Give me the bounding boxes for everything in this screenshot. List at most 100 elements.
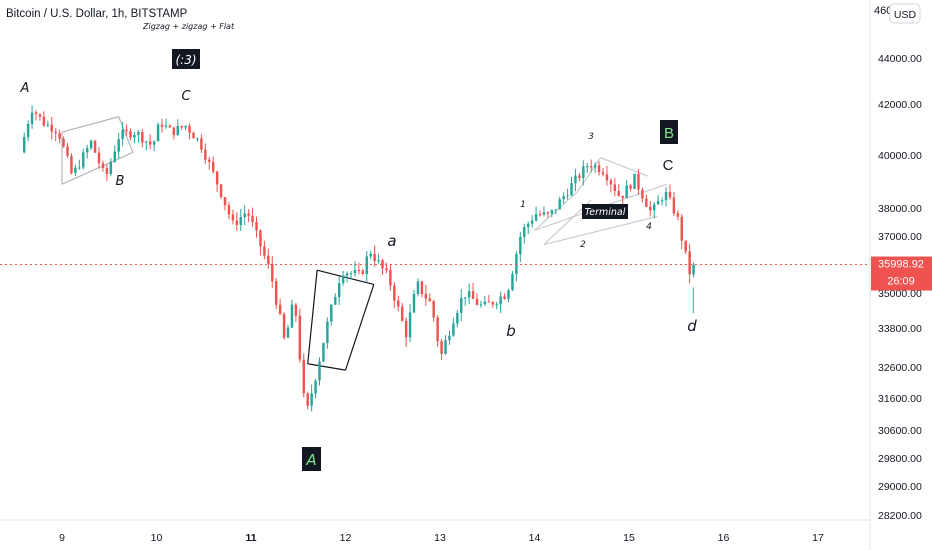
- candle-body: [656, 201, 660, 205]
- candle-body: [133, 134, 136, 138]
- candle-body: [251, 215, 254, 223]
- candle-body: [519, 236, 522, 255]
- candle-body: [503, 296, 506, 300]
- candle-body: [82, 152, 85, 168]
- candle-body: [204, 149, 207, 160]
- candle-body: [554, 209, 557, 211]
- candle-body: [361, 270, 365, 274]
- candle-body: [652, 204, 656, 211]
- x-tick-label: 9: [59, 532, 65, 544]
- candle-body: [101, 163, 105, 169]
- candle-body: [271, 264, 274, 282]
- pattern-line: [317, 269, 374, 286]
- pattern-drawings: [61, 116, 667, 371]
- pattern-line: [576, 157, 602, 193]
- candle-body: [117, 139, 120, 152]
- candle-body: [54, 131, 57, 134]
- candle-body: [129, 131, 132, 138]
- candle-body: [507, 290, 510, 300]
- candle-body: [660, 200, 664, 202]
- label-4: 4: [646, 222, 652, 232]
- candle-body: [223, 197, 227, 206]
- y-tick-label: 35000.00: [878, 288, 922, 300]
- price-tag: 35998.92 26:09: [871, 256, 932, 291]
- candle-body: [408, 312, 412, 338]
- label-top: (:3): [175, 53, 196, 67]
- y-tick-label: 32600.00: [878, 362, 922, 374]
- currency-button[interactable]: USD: [889, 3, 921, 24]
- candle-body: [219, 184, 223, 198]
- candle-body: [231, 214, 235, 221]
- candle-body: [93, 140, 97, 153]
- candle-body: [613, 184, 617, 191]
- candle-body: [467, 291, 471, 298]
- candle-body: [629, 185, 632, 189]
- x-tick-label: 15: [623, 532, 635, 544]
- candle-body: [247, 213, 250, 216]
- candle-body: [664, 191, 668, 201]
- candle-body: [601, 172, 605, 175]
- terminal-box: [582, 204, 628, 219]
- candle-body: [74, 167, 77, 174]
- candle-body: [334, 297, 337, 305]
- candle-body: [26, 123, 30, 138]
- candle-body: [235, 220, 239, 225]
- candle-body: [330, 304, 333, 322]
- candle-body: [546, 212, 550, 214]
- candle-body: [385, 268, 388, 271]
- candle-body: [267, 255, 270, 265]
- candles: [22, 105, 695, 412]
- candle-body: [578, 175, 581, 179]
- candle-body: [66, 146, 69, 156]
- candle-body: [109, 161, 113, 174]
- candle-body: [495, 304, 498, 306]
- candle-body: [471, 291, 475, 299]
- y-tick-label: 42000.00: [878, 99, 922, 111]
- label-A-upper: A: [20, 81, 30, 96]
- candle-body: [180, 126, 183, 128]
- candle-body: [357, 270, 361, 272]
- candle-body: [50, 124, 53, 132]
- candle-body: [672, 197, 676, 214]
- candle-body: [491, 302, 494, 305]
- candle-body: [550, 210, 554, 214]
- price-tag-countdown: 26:09: [887, 276, 915, 288]
- candle-body: [456, 312, 459, 324]
- candle-body: [243, 213, 246, 218]
- candle-body: [680, 216, 683, 241]
- candle-body: [196, 138, 199, 140]
- candle-body: [337, 283, 341, 298]
- candle-body: [412, 293, 416, 313]
- y-tick-label: 38000.00: [878, 203, 922, 215]
- candle-body: [389, 270, 392, 286]
- candle-body: [526, 223, 530, 228]
- time-axis[interactable]: 9 10 11 12 13 14 15 16 17: [59, 532, 824, 544]
- pattern-line: [600, 157, 649, 177]
- pattern-line: [61, 151, 134, 185]
- candle-body: [432, 301, 435, 318]
- candle-body: [148, 141, 152, 145]
- candle-body: [97, 152, 101, 164]
- candle-body: [463, 297, 467, 299]
- candle-body: [46, 124, 50, 126]
- candle-body: [341, 275, 345, 284]
- candle-body: [208, 159, 211, 162]
- candle-body: [125, 129, 128, 132]
- y-tick-label: 29800.00: [878, 453, 922, 465]
- candle-body: [637, 173, 640, 190]
- candle-body: [188, 125, 191, 133]
- candle-body: [393, 285, 396, 301]
- candle-body: [145, 141, 148, 143]
- candle-body: [676, 213, 680, 217]
- pattern-line: [543, 215, 658, 246]
- label-1: 1: [520, 200, 526, 210]
- label-C-upper: C: [181, 89, 191, 104]
- candle-body: [641, 189, 644, 199]
- candle-body: [239, 217, 242, 225]
- candle-body: [294, 304, 298, 316]
- candle-body: [538, 214, 542, 216]
- candle-body: [377, 260, 380, 262]
- candle-body: [649, 206, 652, 211]
- price-axis[interactable]: 44000.00 42000.00 40000.00 38000.00 37000.00…: [878, 53, 922, 522]
